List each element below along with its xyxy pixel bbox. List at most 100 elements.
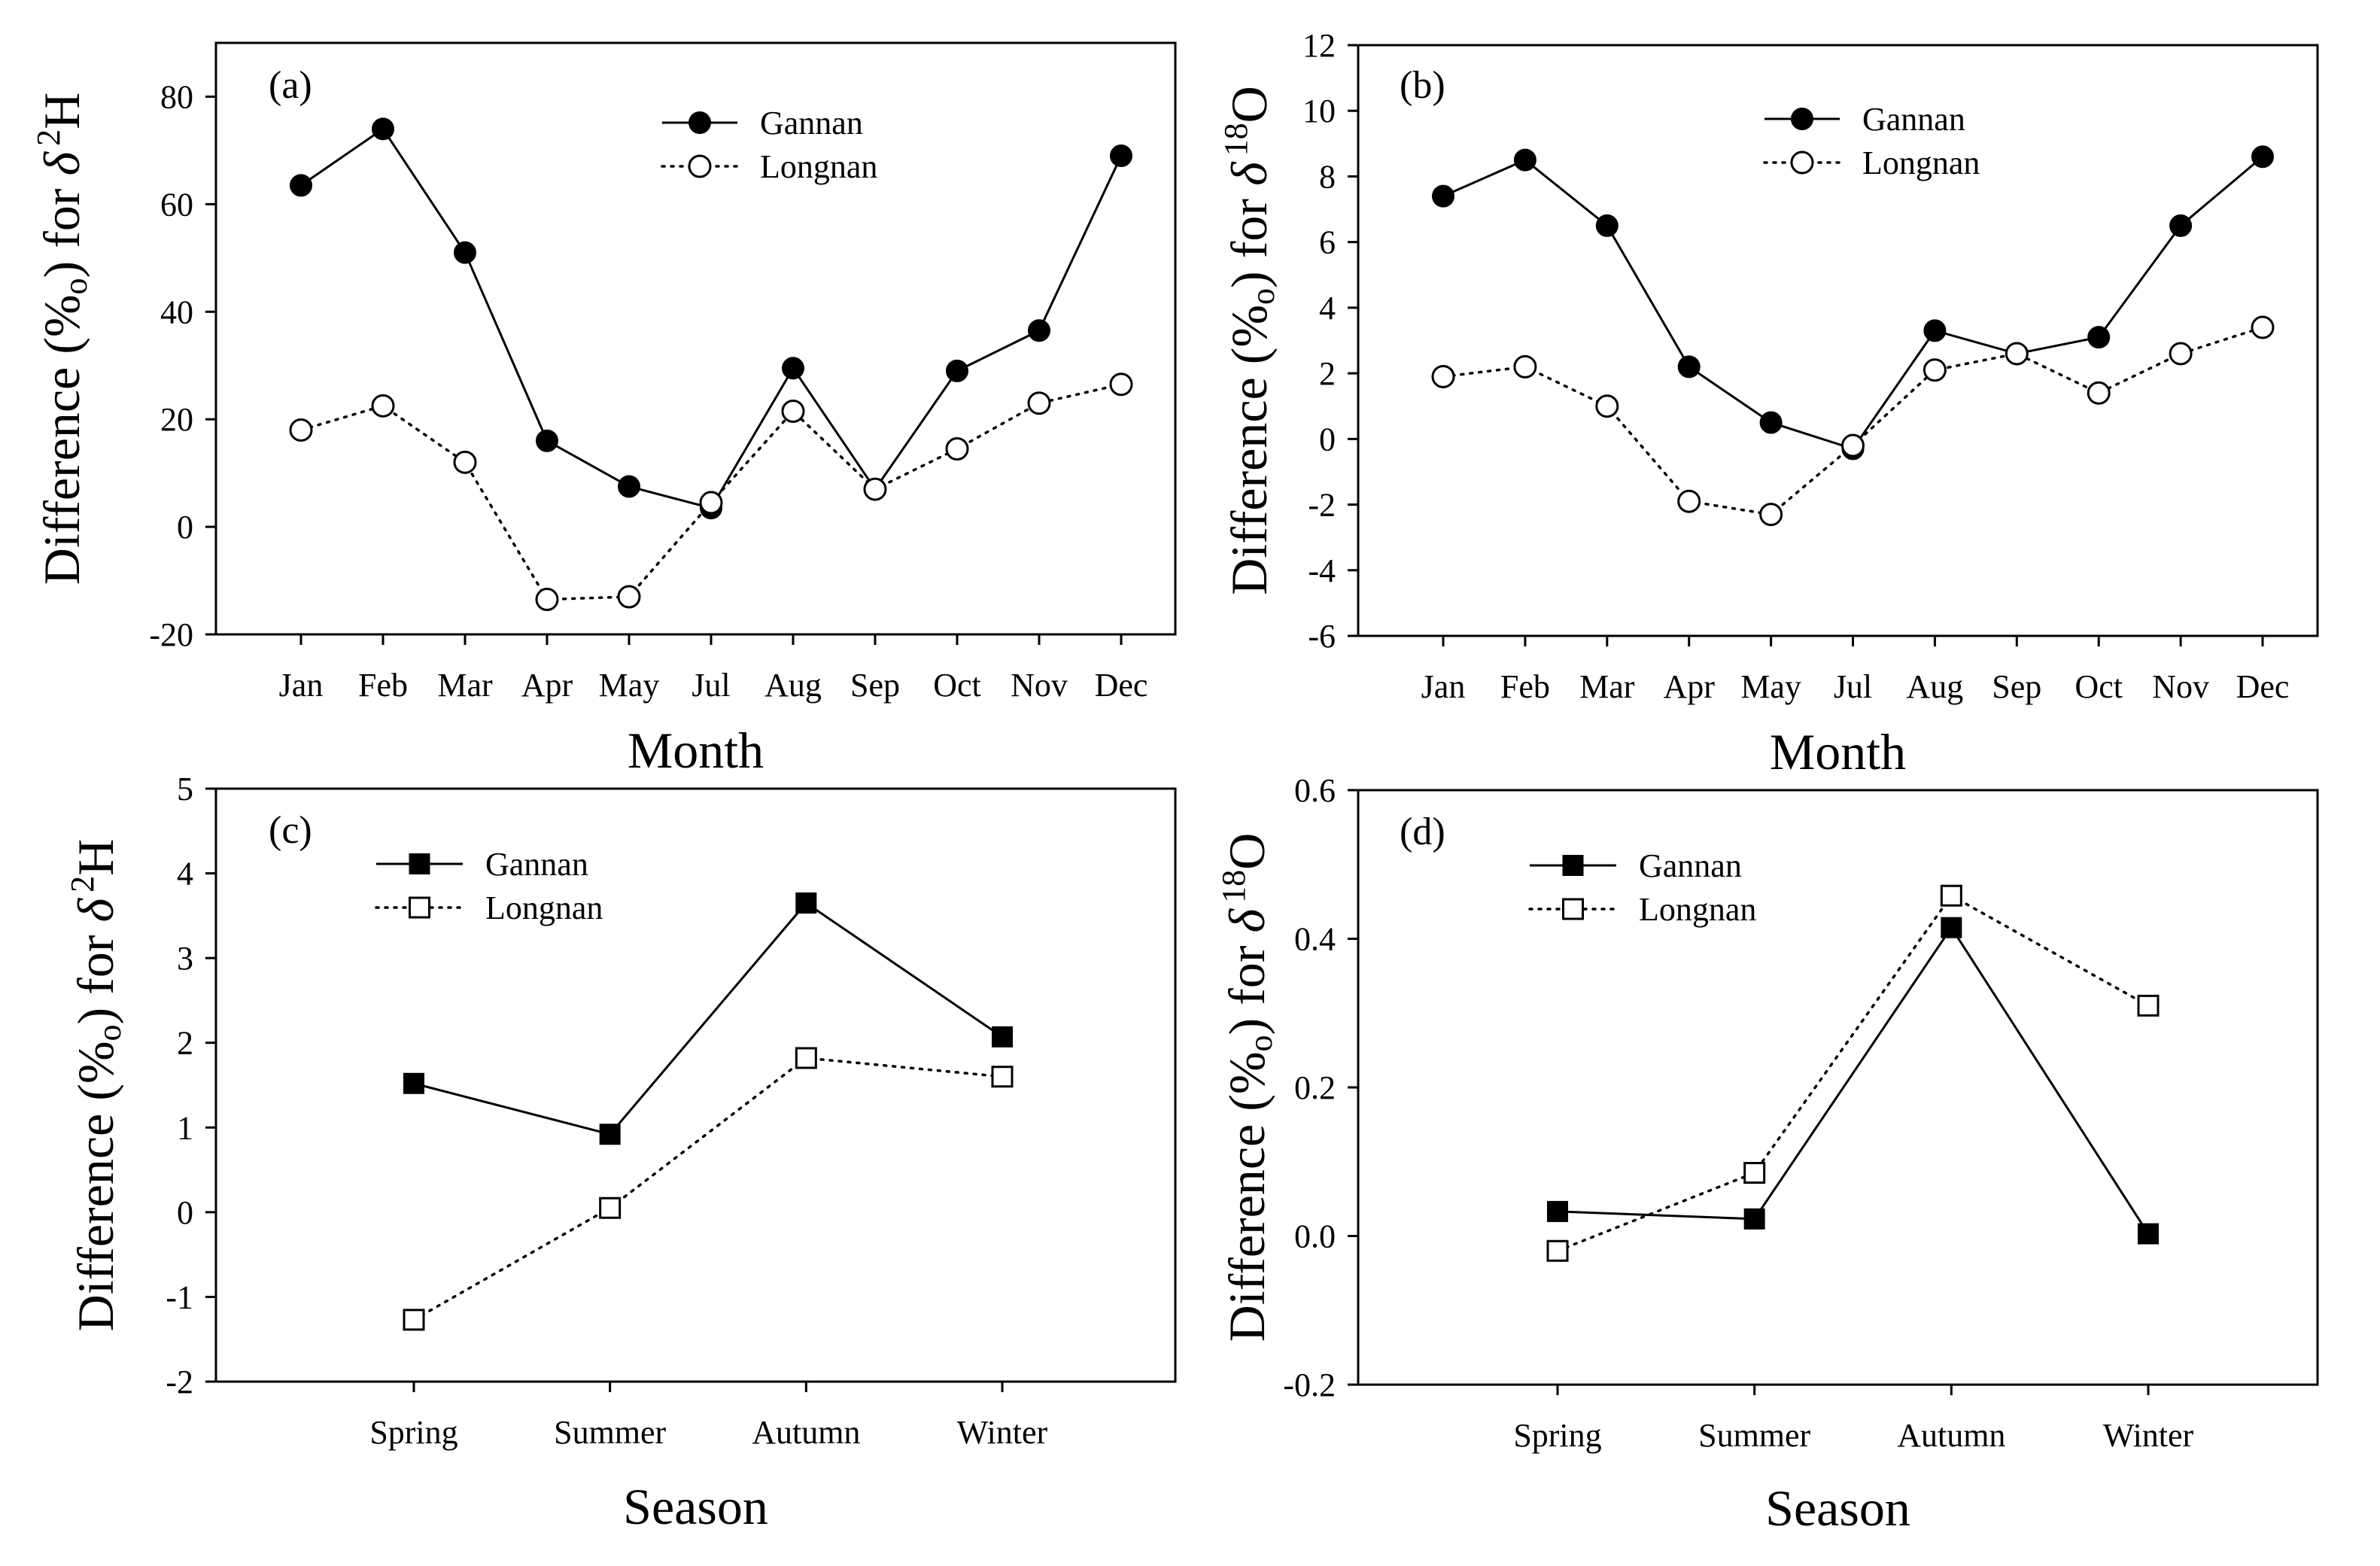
y-tick-label: 0 bbox=[177, 1194, 193, 1231]
data-point-gannan bbox=[618, 475, 640, 498]
data-point-longnan bbox=[1841, 433, 1865, 458]
x-tick-label: Spring bbox=[369, 1414, 457, 1451]
y-tick-label: 1 bbox=[177, 1109, 193, 1146]
y-axis-title-part: Difference (% bbox=[67, 1041, 124, 1331]
x-axis-title: Month bbox=[628, 722, 764, 779]
data-point-gannan bbox=[1595, 214, 1619, 237]
data-point-longnan bbox=[1513, 354, 1537, 379]
data-point-gannan bbox=[1513, 148, 1537, 172]
data-point-gannan bbox=[1028, 319, 1050, 342]
y-tick-label: 3 bbox=[177, 940, 193, 977]
legend-label-longnan: Longnan bbox=[1862, 144, 1980, 181]
data-point-gannan bbox=[290, 174, 312, 197]
panel-b: -6 -4 -2 0 2 4 6 8 10 12 Jan Feb Mar Apr May Jul Aug Sep O… bbox=[1217, 27, 2319, 780]
data-point-longnan bbox=[1109, 372, 1133, 397]
data-point-gannan bbox=[599, 1124, 621, 1145]
y-tick-label: -1 bbox=[166, 1279, 193, 1315]
x-tick-label: Nov bbox=[1011, 667, 1068, 704]
legend-marker-gannan bbox=[409, 853, 430, 874]
y-tick-label: 60 bbox=[160, 186, 193, 223]
y-axis-title-part: o bbox=[91, 1024, 128, 1041]
x-tick-label: Aug bbox=[1907, 668, 1964, 705]
y-tick-label: 2 bbox=[1319, 355, 1336, 392]
data-point-gannan bbox=[1923, 319, 1947, 342]
y-tick-label: 0 bbox=[177, 509, 193, 546]
data-point-longnan bbox=[535, 588, 559, 612]
y-axis-title-part: 2 bbox=[30, 129, 67, 146]
legend-marker-longnan bbox=[1562, 898, 1584, 920]
plot-frame bbox=[1357, 44, 2319, 637]
x-tick-label: Winter bbox=[957, 1414, 1048, 1451]
x-tick-label: Oct bbox=[933, 667, 981, 704]
data-point-longnan bbox=[1027, 391, 1051, 415]
y-tick-label: 0.0 bbox=[1294, 1218, 1336, 1255]
y-axis-title-part: H bbox=[67, 839, 124, 876]
x-tick-label: Dec bbox=[2236, 668, 2290, 705]
data-point-longnan bbox=[1759, 503, 1783, 527]
data-point-longnan bbox=[617, 585, 641, 609]
data-point-gannan bbox=[992, 1026, 1013, 1048]
data-point-longnan bbox=[1743, 1162, 1766, 1184]
y-axis-title: Difference (%o) for δ 2H bbox=[64, 839, 128, 1331]
y-tick-label: 0.4 bbox=[1294, 921, 1336, 958]
x-tick-label: Oct bbox=[2075, 668, 2123, 705]
data-point-gannan bbox=[2251, 145, 2274, 169]
y-axis-title-part: ) for bbox=[67, 923, 124, 1025]
x-tick-label: Jul bbox=[1834, 668, 1872, 705]
x-tick-label: Winter bbox=[2103, 1417, 2194, 1454]
y-axis-title-part: O bbox=[1218, 833, 1275, 870]
y-axis-title: Difference (%o) for δ 18O bbox=[1217, 86, 1281, 594]
x-tick-label: Apr bbox=[521, 667, 573, 704]
legend-marker-longnan bbox=[409, 896, 430, 919]
y-tick-label: 10 bbox=[1302, 93, 1336, 129]
x-tick-label: Aug bbox=[764, 667, 822, 704]
y-axis-title-part: 2 bbox=[64, 876, 101, 892]
legend-marker-longnan bbox=[1790, 151, 1814, 175]
y-tick-label: 4 bbox=[1319, 290, 1336, 327]
series-line-gannan bbox=[300, 127, 1123, 509]
plot-frame bbox=[1357, 789, 2319, 1386]
data-point-gannan bbox=[2169, 214, 2193, 237]
y-tick-label: -20 bbox=[149, 616, 193, 653]
x-tick-label: May bbox=[599, 667, 660, 704]
data-point-longnan bbox=[781, 399, 805, 423]
data-point-gannan bbox=[782, 357, 804, 380]
data-point-longnan bbox=[945, 436, 969, 461]
legend-marker-gannan bbox=[1791, 108, 1813, 130]
data-point-gannan bbox=[1677, 355, 1701, 379]
y-axis-title-part: H bbox=[33, 93, 90, 129]
y-tick-label: -4 bbox=[1308, 552, 1336, 589]
y-axis-title-part: δ bbox=[67, 898, 124, 923]
data-point-longnan bbox=[1595, 394, 1619, 418]
y-tick-label: 0.6 bbox=[1294, 772, 1336, 809]
data-point-gannan bbox=[795, 892, 817, 914]
y-tick-label: 2 bbox=[177, 1025, 193, 1062]
data-point-longnan bbox=[453, 450, 477, 474]
y-axis-title: Difference (%o) for δ 18O bbox=[1215, 833, 1279, 1342]
legend-label-longnan: Longnan bbox=[1639, 891, 1756, 928]
x-tick-label: Feb bbox=[358, 667, 408, 704]
series-line-longnan bbox=[1556, 893, 2150, 1252]
panel-label: (c) bbox=[269, 809, 312, 852]
data-point-longnan bbox=[403, 1309, 425, 1331]
data-point-longnan bbox=[1923, 358, 1947, 382]
y-tick-label: -6 bbox=[1308, 618, 1336, 655]
y-tick-label: 80 bbox=[160, 78, 193, 115]
y-axis-title-part: δ bbox=[33, 151, 90, 176]
y-tick-label: 0.2 bbox=[1294, 1069, 1336, 1106]
x-tick-label: Summer bbox=[1698, 1417, 1810, 1454]
series-line-longnan bbox=[412, 1057, 1004, 1321]
legend-marker-gannan bbox=[1562, 855, 1584, 876]
y-tick-label: 5 bbox=[177, 771, 193, 807]
panel-label: (a) bbox=[269, 64, 312, 107]
y-axis-title-part: 18 bbox=[1217, 123, 1254, 156]
legend-label-longnan: Longnan bbox=[485, 889, 603, 926]
data-point-longnan bbox=[371, 394, 395, 418]
data-point-longnan bbox=[863, 477, 887, 501]
y-axis-title-part: Difference (% bbox=[1220, 305, 1278, 595]
y-tick-label: 12 bbox=[1302, 27, 1336, 64]
data-point-longnan bbox=[2137, 994, 2160, 1017]
y-axis-title-part: o bbox=[57, 278, 94, 294]
legend-marker-longnan bbox=[688, 154, 712, 178]
